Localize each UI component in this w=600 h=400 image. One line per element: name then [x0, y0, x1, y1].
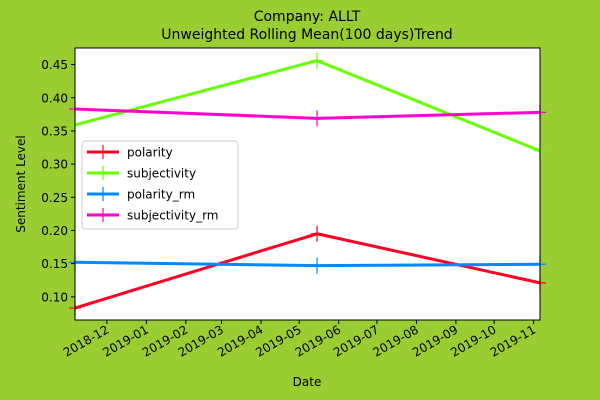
y-axis-ticks: 0.10 0.15 0.20 0.25 0.30 0.35 0.40 0.45 — [41, 58, 75, 304]
legend-entries: polarity subjectivity polarity_rm subjectiv… — [87, 145, 218, 223]
y-tick-label: 0.45 — [41, 58, 68, 72]
y-tick-label: 0.40 — [41, 91, 68, 105]
legend-marker-subjectivity_rm — [98, 208, 108, 222]
data-point-polarity_rm-1 — [311, 257, 324, 274]
legend-item-subjectivity_rm: subjectivity_rm — [87, 208, 218, 223]
data-point-subjectivity-1 — [311, 52, 324, 69]
data-point-polarity-1 — [311, 225, 324, 242]
legend-box — [81, 140, 239, 230]
legend-marker-polarity — [98, 145, 108, 159]
legend-marker-polarity_rm — [98, 187, 108, 201]
legend-label-subjectivity: subjectivity — [127, 167, 196, 181]
plot-frame — [74, 47, 541, 321]
x-axis-label: Date — [293, 375, 322, 389]
y-tick-label: 0.30 — [41, 158, 68, 172]
y-tick-label: 0.15 — [41, 257, 68, 271]
data-point-subjectivity_rm-1 — [311, 110, 324, 127]
legend-item-polarity_rm: polarity_rm — [87, 187, 195, 202]
legend-item-polarity: polarity — [87, 145, 173, 160]
legend-marker-subjectivity — [98, 166, 108, 180]
chart-title-line-1: Company: ALLT — [254, 9, 361, 25]
legend-item-subjectivity: subjectivity — [87, 166, 196, 181]
y-axis-label: Sentiment Level — [14, 135, 28, 233]
y-tick-label: 0.10 — [41, 290, 68, 304]
y-tick-label: 0.35 — [41, 124, 68, 138]
y-tick-label: 0.20 — [41, 224, 68, 238]
y-tick-label: 0.25 — [41, 191, 68, 205]
chart-legend: polarity subjectivity polarity_rm subjectiv… — [81, 140, 239, 230]
legend-label-polarity_rm: polarity_rm — [127, 188, 195, 202]
legend-label-polarity: polarity — [127, 146, 173, 160]
chart-title-line-2: Unweighted Rolling Mean(100 days)Trend — [161, 27, 452, 43]
legend-label-subjectivity_rm: subjectivity_rm — [127, 209, 218, 223]
